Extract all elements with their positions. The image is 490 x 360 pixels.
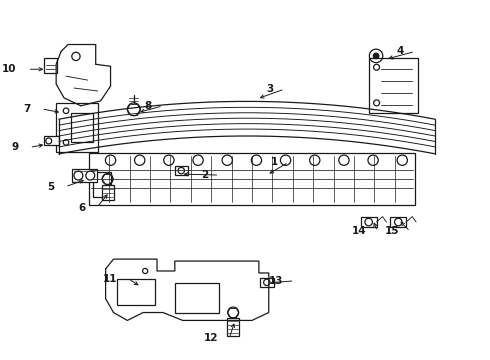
Bar [118, 279, 155, 305]
Bar [72, 169, 97, 182]
Text: 1: 1 [270, 157, 278, 167]
Bar [391, 217, 406, 228]
Text: 2: 2 [201, 170, 208, 180]
Circle shape [373, 53, 379, 59]
Text: 12: 12 [204, 333, 219, 343]
Bar [361, 217, 377, 228]
Bar [93, 172, 111, 197]
Bar [175, 283, 220, 312]
Bar [71, 113, 93, 143]
Bar [101, 185, 114, 200]
Bar [44, 136, 59, 145]
Bar [44, 58, 57, 73]
Text: 4: 4 [397, 46, 404, 57]
Bar [260, 278, 274, 287]
Bar [227, 319, 239, 336]
Text: 7: 7 [23, 104, 30, 114]
Text: 15: 15 [385, 226, 399, 237]
Text: 8: 8 [145, 101, 152, 111]
Bar [368, 58, 418, 113]
Text: 9: 9 [11, 142, 19, 152]
Text: 3: 3 [267, 84, 274, 94]
Text: 5: 5 [47, 182, 54, 192]
Text: 14: 14 [352, 226, 367, 237]
Bar [175, 166, 188, 175]
Bar [56, 103, 98, 152]
Text: 10: 10 [2, 64, 17, 74]
Bar [89, 153, 415, 205]
Text: 6: 6 [78, 203, 86, 213]
Text: 11: 11 [103, 274, 118, 284]
Text: 13: 13 [269, 276, 284, 286]
